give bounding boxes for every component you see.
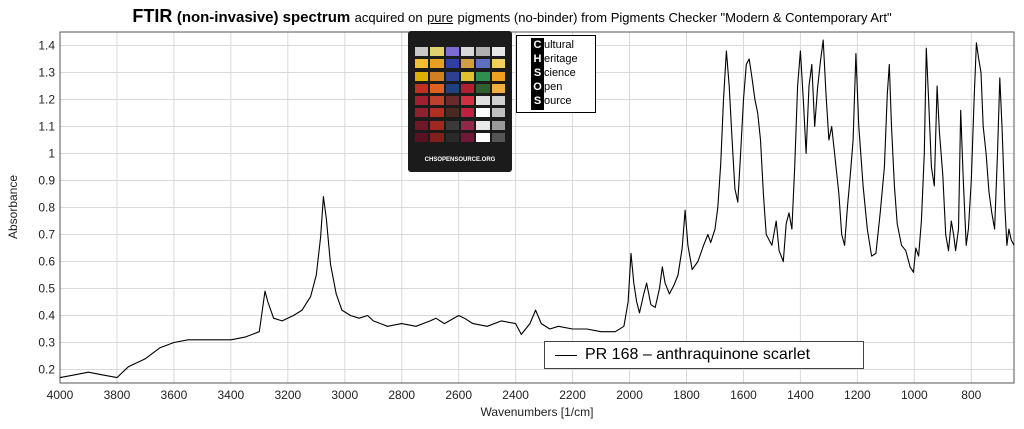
y-tick-label: 1.2 — [38, 93, 55, 107]
plot-frame — [59, 31, 1015, 384]
y-tick-label: 1.1 — [38, 120, 55, 134]
series-group — [59, 39, 1015, 379]
y-tick-label: 1.4 — [38, 39, 55, 53]
title-pure: pure — [427, 10, 454, 25]
x-tick-label: 2200 — [559, 388, 586, 402]
y-tick-label: 0.5 — [38, 282, 55, 296]
y-tick-label: 0.7 — [38, 228, 55, 242]
chsos-logo-bar — [531, 38, 544, 110]
y-axis-ticks: 0.2 0.3 0.4 0.5 0.6 0.7 0.8 0.9 1 1.1 1.2 1.3 1.4 — [38, 39, 55, 377]
series-line — [59, 39, 1015, 379]
x-tick-label: 3800 — [104, 388, 131, 402]
y-axis-title: Absorbance — [6, 175, 20, 239]
title-source: pigments (no-binder) from Pigments Check… — [457, 10, 892, 25]
x-tick-label: 1600 — [730, 388, 757, 402]
x-tick-label: 3000 — [331, 388, 358, 402]
x-tick-label: 1800 — [673, 388, 700, 402]
x-tick-label: 2000 — [616, 388, 643, 402]
x-tick-label: 3600 — [161, 388, 188, 402]
x-tick-label: 3400 — [218, 388, 245, 402]
y-tick-label: 0.6 — [38, 255, 55, 269]
title-spectrum: (non-invasive) spectrum — [176, 9, 351, 26]
x-axis-title: Wavenumbers [1/cm] — [481, 405, 594, 419]
checker-footer-text: CHSOPENSOURCE.ORG — [424, 157, 496, 163]
x-tick-label: 1400 — [787, 388, 814, 402]
y-tick-label: 1.3 — [38, 66, 55, 80]
y-tick-label: 1 — [48, 147, 55, 161]
chart-title: FTIR (non-invasive) spectrum acquired on… — [0, 6, 1024, 27]
y-tick-label: 0.3 — [38, 336, 55, 350]
y-tick-label: 0.8 — [38, 201, 55, 215]
legend-line-swatch — [555, 355, 577, 356]
x-tick-label: 2600 — [445, 388, 472, 402]
x-tick-label: 2400 — [502, 388, 529, 402]
y-tick-label: 0.2 — [38, 363, 55, 377]
x-tick-label: 1000 — [901, 388, 928, 402]
y-tick-label: 0.4 — [38, 309, 55, 323]
pigment-swatches — [415, 47, 505, 143]
y-tick-label: 0.9 — [38, 174, 55, 188]
x-tick-label: 3200 — [274, 388, 301, 402]
x-tick-label: 800 — [961, 388, 981, 402]
x-tick-label: 1200 — [844, 388, 871, 402]
title-ftir: FTIR — [132, 6, 173, 26]
title-acquired: acquired on — [354, 10, 423, 25]
x-tick-label: 4000 — [47, 388, 74, 402]
chart-legend: PR 168 – anthraquinone scarlet — [544, 341, 864, 369]
x-tick-label: 2800 — [388, 388, 415, 402]
pigments-checker-image: CHSOPENSOURCE.ORG — [408, 31, 512, 172]
legend-label: PR 168 – anthraquinone scarlet — [585, 346, 811, 363]
x-axis-ticks: 4000 3800 3600 3400 3200 3000 2800 2600 2400 2200… — [47, 388, 982, 402]
